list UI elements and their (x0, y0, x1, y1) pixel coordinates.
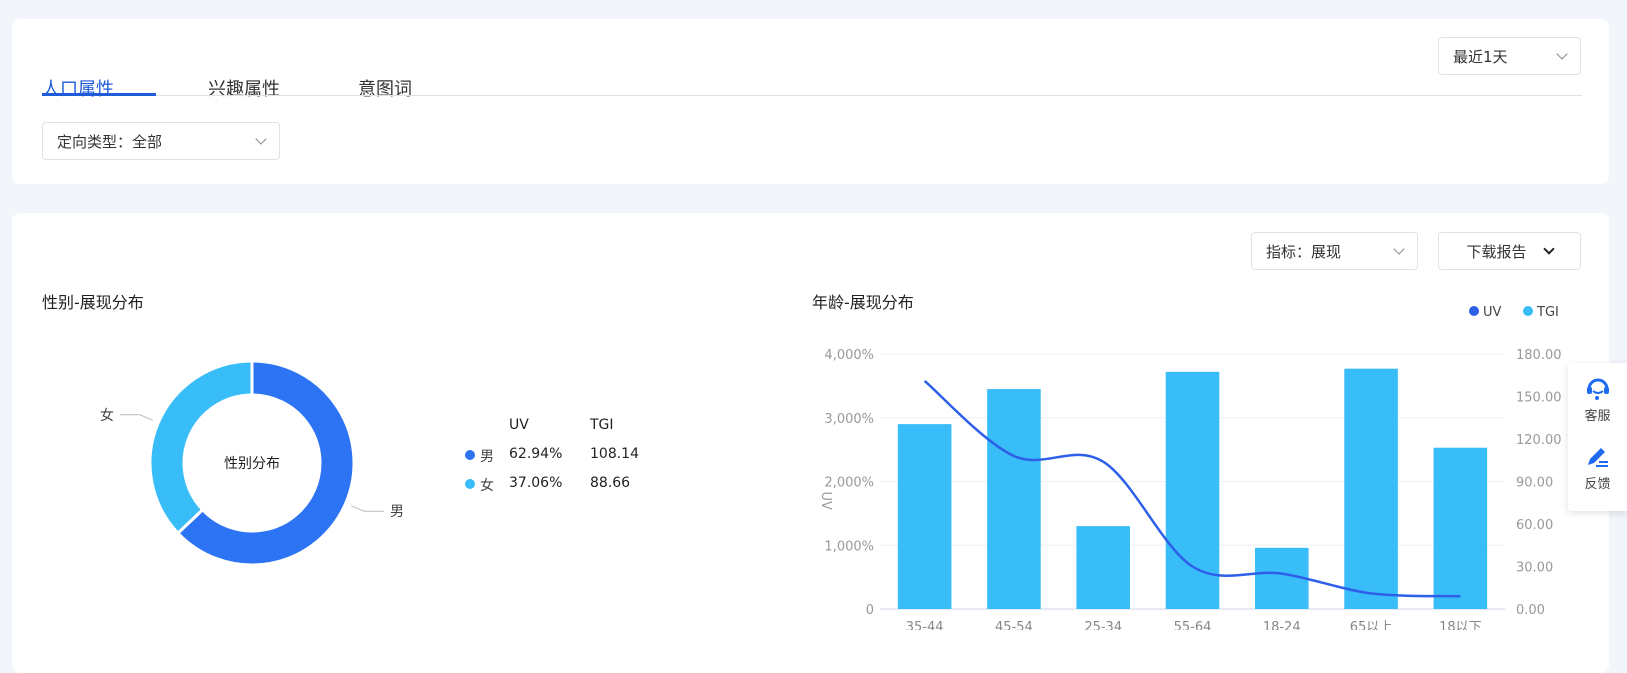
targeting-type-select[interactable]: 定向类型：全部 (42, 122, 280, 160)
legend-dot (465, 450, 475, 460)
headset-icon (1586, 378, 1609, 400)
slice-label: 女 (100, 407, 114, 424)
x-tick-label: 18以下 (1439, 620, 1482, 630)
targeting-type-value: 定向类型：全部 (57, 132, 163, 151)
gender-name: 女 (480, 478, 494, 494)
bar-25-34 (1076, 526, 1130, 609)
donut-center-label: 性别分布 (224, 456, 280, 472)
age-chart-title: 年龄-展现分布 (812, 293, 914, 312)
date-range-select[interactable]: 最近1天 (1438, 37, 1581, 75)
legend-label: UV (1483, 305, 1502, 320)
y-tick-label: 1,000% (824, 539, 874, 554)
y2-tick-label: 0.00 (1516, 603, 1545, 618)
slice-label-line (119, 414, 153, 421)
tab-interests[interactable]: 兴趣属性 (208, 79, 280, 100)
metric-select[interactable]: 指标：展现 (1251, 232, 1418, 270)
bar-18以下 (1433, 447, 1488, 609)
chevron-down-icon (1393, 242, 1405, 255)
download-report-button[interactable]: 下载报告 (1438, 232, 1581, 270)
customer-service-button[interactable]: 客服 (1568, 373, 1627, 424)
donut-slice (175, 359, 356, 567)
x-tick-label: 18-24 (1263, 620, 1301, 630)
x-tick-label: 65以上 (1350, 620, 1393, 630)
y-tick-label: 0 (866, 603, 874, 618)
tab-intent-words[interactable]: 意图词 (358, 79, 412, 100)
chevron-down-icon (1542, 242, 1555, 255)
x-tick-label: 25-34 (1084, 620, 1122, 630)
y2-tick-label: 180.00 (1516, 348, 1562, 363)
y2-tick-label: 30.00 (1516, 561, 1553, 576)
chevron-down-icon (255, 132, 267, 145)
age-bar-line-chart: 0 1,000% 2,000% 3,000% 4,000% 0.00 30.00 60.00 9… (818, 305, 1562, 630)
gender-tgi: 108.14 (590, 446, 639, 462)
x-tick-label: 55-64 (1174, 620, 1212, 630)
y2-tick-label: 150.00 (1516, 391, 1562, 406)
gender-tgi: 88.66 (590, 475, 631, 491)
legend-dot (1469, 306, 1479, 316)
legend-label: TGI (1536, 305, 1559, 320)
y2-tick-label: 90.00 (1516, 476, 1553, 491)
tab-demographics[interactable]: 人口属性 (42, 79, 114, 100)
x-tick-label: 35-44 (906, 620, 944, 630)
donut-slice (148, 359, 254, 536)
y-axis-label: UV (818, 492, 833, 511)
y2-tick-label: 120.00 (1516, 433, 1562, 448)
bar-45-54 (987, 389, 1041, 609)
date-range-value: 最近1天 (1453, 47, 1508, 66)
y-tick-label: 3,000% (824, 412, 874, 427)
gender-chart-title: 性别-展现分布 (42, 293, 144, 312)
x-tick-label: 45-54 (995, 620, 1033, 630)
chevron-down-icon (1556, 47, 1568, 60)
slice-label-line (351, 505, 385, 512)
uv-line (923, 379, 1461, 598)
customer-service-label: 客服 (1584, 409, 1611, 424)
legend-dot (1523, 306, 1533, 316)
bar-18-24 (1255, 547, 1309, 609)
y-tick-label: 4,000% (824, 348, 874, 363)
tgi-header: TGI (590, 417, 614, 433)
gender-name: 男 (480, 449, 494, 465)
report-card: 指标：展现 下载报告 性别-展现分布 年龄-展现分布 (12, 213, 1609, 673)
y2-tick-label: 60.00 (1516, 518, 1553, 533)
bar-35-44 (897, 424, 952, 609)
uv-header: UV (509, 417, 529, 433)
gender-uv: 37.06% (509, 475, 563, 491)
legend-dot (465, 479, 475, 489)
slice-label: 男 (390, 504, 404, 520)
gender-uv: 62.94% (509, 446, 563, 462)
feedback-button[interactable]: 反馈 (1568, 443, 1627, 492)
floating-help-widget: 客服 反馈 (1568, 363, 1627, 511)
tab-divider (42, 95, 1582, 96)
bar-65以上 (1344, 368, 1398, 609)
metric-value: 指标：展现 (1266, 242, 1342, 261)
download-label: 下载报告 (1466, 242, 1527, 261)
filter-card: 人口属性 兴趣属性 意图词 最近1天 定向类型：全部 (12, 19, 1609, 184)
bar-55-64 (1165, 371, 1220, 609)
feedback-label: 反馈 (1584, 477, 1611, 492)
tab-active-indicator (42, 93, 156, 96)
y-tick-label: 2,000% (824, 476, 874, 491)
pen-edit-icon (1587, 448, 1608, 467)
